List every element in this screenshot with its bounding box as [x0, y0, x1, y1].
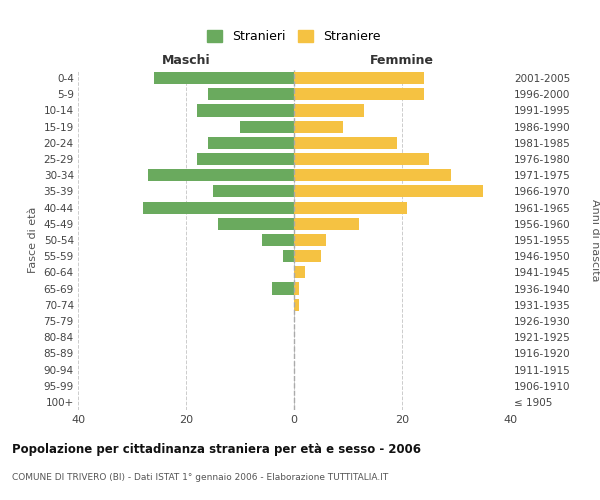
Text: Maschi: Maschi	[161, 54, 211, 67]
Text: Popolazione per cittadinanza straniera per età e sesso - 2006: Popolazione per cittadinanza straniera p…	[12, 442, 421, 456]
Bar	[262, 234, 294, 246]
Bar	[272, 282, 294, 294]
Bar	[294, 137, 397, 149]
Text: COMUNE DI TRIVERO (BI) - Dati ISTAT 1° gennaio 2006 - Elaborazione TUTTITALIA.IT: COMUNE DI TRIVERO (BI) - Dati ISTAT 1° g…	[12, 472, 388, 482]
Bar	[294, 88, 424, 101]
Bar	[294, 250, 321, 262]
Bar	[294, 186, 483, 198]
Bar	[294, 298, 299, 311]
Bar	[294, 282, 299, 294]
Bar	[294, 153, 429, 165]
Bar	[294, 218, 359, 230]
Bar	[213, 186, 294, 198]
Y-axis label: Fasce di età: Fasce di età	[28, 207, 38, 273]
Bar	[294, 120, 343, 132]
Legend: Stranieri, Straniere: Stranieri, Straniere	[202, 25, 386, 48]
Bar	[294, 72, 424, 84]
Bar	[143, 202, 294, 213]
Bar	[294, 104, 364, 117]
Bar	[294, 234, 326, 246]
Y-axis label: Anni di nascita: Anni di nascita	[590, 198, 600, 281]
Bar	[283, 250, 294, 262]
Bar	[208, 137, 294, 149]
Bar	[294, 202, 407, 213]
Bar	[294, 266, 305, 278]
Bar	[294, 169, 451, 181]
Bar	[218, 218, 294, 230]
Bar	[154, 72, 294, 84]
Bar	[208, 88, 294, 101]
Bar	[240, 120, 294, 132]
Bar	[148, 169, 294, 181]
Text: Femmine: Femmine	[370, 54, 434, 67]
Bar	[197, 104, 294, 117]
Bar	[197, 153, 294, 165]
